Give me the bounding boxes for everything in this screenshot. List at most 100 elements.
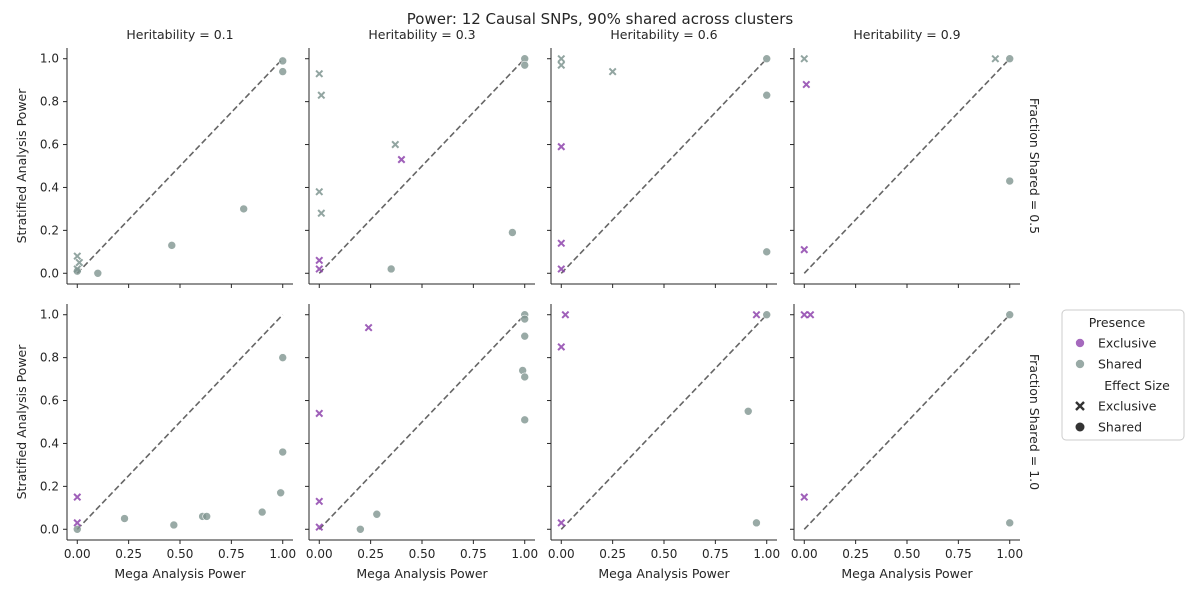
data-point-circle: [1006, 177, 1014, 185]
data-point-circle: [279, 354, 287, 362]
legend-hue-title: Presence: [1089, 315, 1146, 330]
x-tick-label: 0.50: [651, 547, 678, 561]
figure-title: Power: 12 Causal SNPs, 90% shared across…: [407, 10, 794, 28]
data-point-x-marker: [558, 56, 564, 62]
x-axis-label: Mega Analysis Power: [114, 566, 246, 581]
data-point-circle: [1006, 311, 1014, 319]
x-tick-label: 0.25: [599, 547, 626, 561]
diagonal-reference-line: [561, 315, 766, 530]
data-point-circle: [277, 489, 285, 497]
panel-r0-c1: Heritability = 0.3: [305, 27, 535, 288]
data-point-x-marker: [558, 344, 564, 350]
y-tick-label: 1.0: [40, 308, 59, 322]
legend-hue-label: Exclusive: [1098, 336, 1157, 351]
legend-circle-marker: [1076, 423, 1085, 432]
data-point-x-marker: [398, 156, 404, 162]
data-point-circle: [121, 515, 129, 523]
data-point-x-marker: [316, 71, 322, 77]
diagonal-reference-line: [319, 59, 524, 274]
panel-r1-c1: 0.00 0.25 0.50 0.75 1.00Mega Analysis Power: [305, 304, 538, 581]
data-point-x-marker: [562, 312, 568, 318]
panel-r0-c0: 0.0 0.2 0.4 0.6 0.8 1.0 Heritability = 0.1 Stra…: [14, 27, 293, 288]
y-tick-label: 0.2: [40, 223, 59, 237]
x-tick-label: 1.00: [511, 547, 538, 561]
x-tick-label: 0.75: [945, 547, 972, 561]
data-point-x-marker: [365, 324, 371, 330]
diagonal-reference-line: [561, 59, 766, 274]
panels: 0.0 0.2 0.4 0.6 0.8 1.0 Heritability = 0.1 Stra…: [14, 27, 1042, 581]
x-tick-label: 0.25: [357, 547, 384, 561]
panel-r1-c2: 0.00 0.25 0.50 0.75 1.00Mega Analysis Power: [547, 304, 780, 581]
data-point-circle: [521, 315, 529, 323]
x-axis-label: Mega Analysis Power: [598, 566, 730, 581]
data-point-circle: [1006, 55, 1014, 63]
data-point-x-marker: [316, 189, 322, 195]
y-tick-label: 0.6: [40, 138, 59, 152]
legend-style-title: Effect Size: [1104, 378, 1170, 393]
x-tick-label: 0.25: [115, 547, 142, 561]
legend-style-label: Exclusive: [1098, 399, 1157, 414]
data-point-circle: [258, 508, 266, 516]
y-axis-label: Stratified Analysis Power: [14, 344, 29, 500]
data-point-circle: [168, 241, 176, 249]
diagonal-reference-line: [319, 315, 524, 530]
column-title: Heritability = 0.1: [126, 27, 233, 42]
data-point-x-marker: [74, 253, 80, 259]
data-point-x-marker: [801, 312, 807, 318]
panel-r0-c2: Heritability = 0.6: [547, 27, 777, 288]
legend-style-label: Shared: [1098, 420, 1142, 435]
data-point-circle: [763, 91, 771, 99]
data-point-x-marker: [392, 141, 398, 147]
y-axis-label: Stratified Analysis Power: [14, 88, 29, 244]
data-point-circle: [373, 510, 381, 518]
data-point-circle: [387, 265, 395, 273]
x-tick-label: 0.00: [306, 547, 333, 561]
data-point-circle: [521, 373, 529, 381]
data-point-x-marker: [807, 312, 813, 318]
x-axis-label: Mega Analysis Power: [356, 566, 488, 581]
x-axis-label: Mega Analysis Power: [841, 566, 973, 581]
x-tick-label: 0.00: [548, 547, 575, 561]
data-point-x-marker: [318, 210, 324, 216]
column-title: Heritability = 0.3: [368, 27, 475, 42]
y-tick-label: 0.8: [40, 95, 59, 109]
diagonal-reference-line: [77, 59, 282, 274]
x-tick-label: 0.00: [64, 547, 91, 561]
data-point-circle: [763, 311, 771, 319]
data-point-x-marker: [316, 410, 322, 416]
data-point-circle: [1076, 360, 1085, 369]
row-title: Fraction Shared = 1.0: [1027, 354, 1042, 490]
data-point-x-marker: [558, 143, 564, 149]
x-tick-label: 1.00: [996, 547, 1023, 561]
diagonal-reference-line: [804, 315, 1009, 530]
data-point-circle: [203, 512, 211, 520]
data-point-x-marker: [558, 62, 564, 68]
x-tick-label: 0.50: [167, 547, 194, 561]
y-tick-label: 0.0: [40, 266, 59, 280]
data-point-x-marker: [801, 56, 807, 62]
y-tick-label: 1.0: [40, 52, 59, 66]
data-point-x-marker: [316, 266, 322, 272]
x-tick-label: 0.75: [460, 547, 487, 561]
y-tick-label: 0.8: [40, 351, 59, 365]
data-point-circle: [279, 68, 287, 76]
data-point-circle: [170, 521, 178, 529]
data-point-x-marker: [801, 246, 807, 252]
data-point-circle: [763, 55, 771, 63]
data-point-x-marker: [558, 520, 564, 526]
data-point-circle: [508, 229, 516, 237]
data-point-x-marker: [316, 498, 322, 504]
data-point-circle: [1076, 339, 1085, 348]
data-point-circle: [94, 269, 102, 277]
data-point-x-marker: [316, 257, 322, 263]
column-title: Heritability = 0.9: [853, 27, 960, 42]
panel-r1-c3: 0.00 0.25 0.50 0.75 1.00Mega Analysis PowerF…: [790, 304, 1042, 581]
data-point-x-marker: [801, 494, 807, 500]
panel-r1-c0: 0.00.20.40.60.81.00.00 0.25 0.50 0.75 1.00Me…: [14, 304, 296, 581]
data-point-x-marker: [74, 494, 80, 500]
data-point-circle: [356, 525, 364, 533]
data-point-circle: [279, 448, 287, 456]
data-point-circle: [240, 205, 248, 213]
data-point-x-marker: [558, 266, 564, 272]
